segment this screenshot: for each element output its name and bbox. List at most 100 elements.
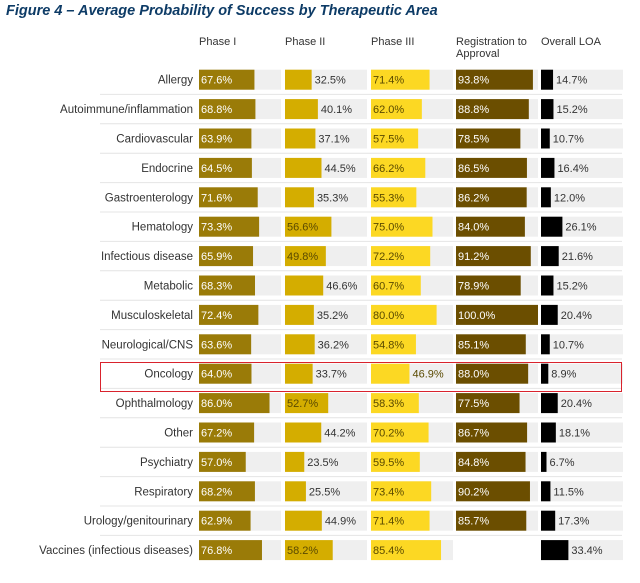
value-label-allergy-col3: 71.4% bbox=[373, 75, 404, 87]
bar-track bbox=[541, 451, 623, 472]
value-label-oncology-col4: 88.0% bbox=[458, 369, 489, 381]
value-label-ophthalmology-col5: 20.4% bbox=[561, 398, 592, 410]
row-label-endocrine: Endocrine bbox=[141, 163, 193, 175]
value-label-psychiatry-col2: 23.5% bbox=[307, 457, 338, 469]
bar-psychiatry-col3 bbox=[371, 451, 420, 472]
bar-allergy-col5 bbox=[541, 69, 554, 90]
bar-track bbox=[541, 275, 623, 296]
bar-metabolic-col1 bbox=[199, 275, 256, 296]
value-label-respiratory-col5: 11.5% bbox=[553, 486, 584, 498]
value-label-autoimmune-inflammation-col1: 68.8% bbox=[201, 104, 232, 116]
oncology-highlight-box bbox=[100, 362, 622, 392]
bar-other-col5 bbox=[541, 422, 556, 443]
bar-gastroenterology-col5 bbox=[541, 187, 551, 208]
bar-vaccines-infectious-diseases-col3 bbox=[371, 540, 442, 561]
bar-allergy-col3 bbox=[371, 69, 430, 90]
bar-ophthalmology-col2 bbox=[285, 393, 329, 414]
value-label-endocrine-col1: 64.5% bbox=[201, 163, 232, 175]
row-label-metabolic: Metabolic bbox=[144, 281, 193, 293]
value-label-autoimmune-inflammation-col2: 40.1% bbox=[321, 104, 352, 116]
bar-autoimmune-inflammation-col3 bbox=[371, 99, 422, 120]
bar-track bbox=[285, 451, 367, 472]
bar-track bbox=[541, 157, 623, 178]
value-label-hematology-col5: 26.1% bbox=[565, 222, 596, 234]
row-label-neurological-cns: Neurological/CNS bbox=[102, 339, 194, 351]
value-label-vaccines-infectious-diseases-col1: 76.8% bbox=[201, 545, 232, 557]
bar-oncology-col4 bbox=[456, 363, 529, 384]
bar-musculoskeletal-col4 bbox=[456, 304, 538, 325]
bar-vaccines-infectious-diseases-col5 bbox=[541, 540, 569, 561]
value-label-metabolic-col1: 68.3% bbox=[201, 281, 232, 293]
value-label-gastroenterology-col1: 71.6% bbox=[201, 192, 232, 204]
bar-allergy-col2 bbox=[285, 69, 312, 90]
column-header-overall-loa: Overall LOA bbox=[541, 36, 601, 48]
value-label-gastroenterology-col2: 35.3% bbox=[317, 192, 348, 204]
bar-track bbox=[541, 128, 623, 149]
chart-title: Figure 4 – Average Probability of Succes… bbox=[6, 3, 438, 19]
bar-oncology-col1 bbox=[199, 363, 252, 384]
row-label-musculoskeletal: Musculoskeletal bbox=[111, 310, 193, 322]
value-label-ophthalmology-col4: 77.5% bbox=[458, 398, 489, 410]
value-label-psychiatry-col5: 6.7% bbox=[549, 457, 574, 469]
value-label-vaccines-infectious-diseases-col2: 58.2% bbox=[287, 545, 318, 557]
value-label-oncology-col5: 8.9% bbox=[551, 369, 576, 381]
bar-psychiatry-col4 bbox=[456, 451, 526, 472]
bar-gastroenterology-col1 bbox=[199, 187, 258, 208]
value-label-neurological-cns-col3: 54.8% bbox=[373, 339, 404, 351]
value-label-metabolic-col5: 15.2% bbox=[556, 281, 587, 293]
bar-oncology-col3 bbox=[371, 363, 410, 384]
bar-ophthalmology-col3 bbox=[371, 393, 419, 414]
column-header-phase-2: Phase II bbox=[285, 36, 326, 48]
bar-vaccines-infectious-diseases-col2 bbox=[285, 540, 333, 561]
value-label-gastroenterology-col4: 86.2% bbox=[458, 192, 489, 204]
value-label-allergy-col5: 14.7% bbox=[556, 75, 587, 87]
row-label-urology-genitourinary: Urology/genitourinary bbox=[84, 516, 194, 528]
bar-urology-genitourinary-col1 bbox=[199, 510, 251, 531]
bar-autoimmune-inflammation-col2 bbox=[285, 99, 318, 120]
bar-musculoskeletal-col5 bbox=[541, 304, 558, 325]
value-label-cardiovascular-col4: 78.5% bbox=[458, 134, 489, 146]
bar-ophthalmology-col1 bbox=[199, 393, 270, 414]
value-label-musculoskeletal-col1: 72.4% bbox=[201, 310, 232, 322]
bar-cardiovascular-col3 bbox=[371, 128, 419, 149]
bar-endocrine-col2 bbox=[285, 157, 322, 178]
bar-infectious-disease-col1 bbox=[199, 246, 254, 267]
value-label-oncology-col2: 33.7% bbox=[316, 369, 347, 381]
value-label-vaccines-infectious-diseases-col3: 85.4% bbox=[373, 545, 404, 557]
bar-hematology-col1 bbox=[199, 216, 260, 237]
bar-track bbox=[541, 422, 623, 443]
value-label-metabolic-col2: 46.6% bbox=[326, 281, 357, 293]
value-label-ophthalmology-col2: 52.7% bbox=[287, 398, 318, 410]
value-label-oncology-col1: 64.0% bbox=[201, 369, 232, 381]
bar-endocrine-col4 bbox=[456, 157, 527, 178]
row-label-cardiovascular: Cardiovascular bbox=[116, 134, 193, 146]
value-label-metabolic-col3: 60.7% bbox=[373, 281, 404, 293]
bar-track bbox=[541, 304, 623, 325]
value-label-hematology-col3: 75.0% bbox=[373, 222, 404, 234]
bar-hematology-col4 bbox=[456, 216, 525, 237]
value-label-psychiatry-col3: 59.5% bbox=[373, 457, 404, 469]
bar-autoimmune-inflammation-col5 bbox=[541, 99, 554, 120]
bar-track bbox=[541, 481, 623, 502]
value-label-neurological-cns-col4: 85.1% bbox=[458, 339, 489, 351]
bar-endocrine-col1 bbox=[199, 157, 252, 178]
bar-oncology-col2 bbox=[285, 363, 313, 384]
row-label-psychiatry: Psychiatry bbox=[140, 457, 193, 469]
bar-urology-genitourinary-col2 bbox=[285, 510, 322, 531]
bar-urology-genitourinary-col4 bbox=[456, 510, 527, 531]
value-label-neurological-cns-col1: 63.6% bbox=[201, 339, 232, 351]
value-label-neurological-cns-col5: 10.7% bbox=[553, 339, 584, 351]
value-label-urology-genitourinary-col4: 85.7% bbox=[458, 516, 489, 528]
bar-other-col4 bbox=[456, 422, 528, 443]
bar-other-col1 bbox=[199, 422, 255, 443]
value-label-allergy-col2: 32.5% bbox=[315, 75, 346, 87]
bar-hematology-col2 bbox=[285, 216, 332, 237]
value-label-endocrine-col2: 44.5% bbox=[324, 163, 355, 175]
bar-ophthalmology-col5 bbox=[541, 393, 558, 414]
value-label-urology-genitourinary-col1: 62.9% bbox=[201, 516, 232, 528]
row-label-oncology: Oncology bbox=[144, 369, 193, 381]
bar-infectious-disease-col2 bbox=[285, 246, 326, 267]
row-label-respiratory: Respiratory bbox=[134, 486, 193, 498]
bar-ophthalmology-col4 bbox=[456, 393, 520, 414]
bar-metabolic-col5 bbox=[541, 275, 554, 296]
